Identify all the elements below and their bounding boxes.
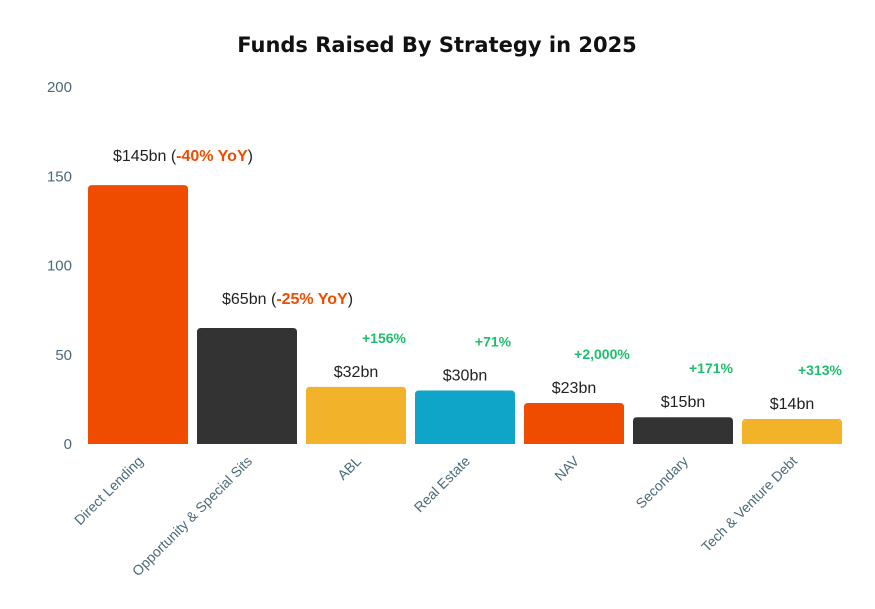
value-label: $32bn	[334, 364, 379, 381]
y-tick-label: 0	[64, 436, 72, 453]
paren-close: )	[348, 291, 353, 308]
chart-title: Funds Raised By Strategy in 2025	[237, 33, 637, 57]
bar	[306, 386, 406, 444]
value-amount: $65bn	[222, 291, 267, 308]
x-tick-label: Direct Lending	[71, 453, 146, 528]
bar	[524, 402, 624, 444]
yoy-change: +313%	[798, 362, 843, 378]
bars	[88, 185, 842, 445]
x-tick-label: Real Estate	[411, 453, 474, 516]
y-axis: 0 50 100 150 200	[47, 79, 72, 453]
value-amount: $145bn	[113, 148, 166, 165]
value-labels: $145bn (-40% YoY)$65bn (-25% YoY)$32bn+1…	[113, 148, 843, 413]
yoy-change: +71%	[475, 333, 512, 349]
value-label: $30bn	[443, 367, 488, 384]
paren-close: )	[248, 148, 253, 165]
x-tick-label: ABL	[334, 453, 364, 483]
x-tick-label: Secondary	[632, 453, 691, 512]
value-label: $14bn	[770, 396, 815, 413]
bar	[197, 327, 297, 444]
bar	[88, 185, 188, 445]
value-label: $145bn (-40% YoY)	[113, 148, 253, 165]
x-tick-label: NAV	[551, 452, 582, 483]
yoy-change: +156%	[362, 330, 407, 346]
yoy-change: +2,000%	[574, 346, 630, 362]
x-tick-label: Tech & Venture Debt	[698, 453, 800, 555]
y-tick-label: 50	[55, 347, 72, 364]
paren-open: (	[166, 148, 176, 165]
bar	[415, 390, 515, 444]
y-tick-label: 150	[47, 168, 72, 185]
x-tick-label: Opportunity & Special Sits	[129, 453, 255, 579]
yoy-change: -25% YoY	[276, 291, 348, 308]
y-tick-label: 100	[47, 258, 72, 275]
value-label: $15bn	[661, 394, 706, 411]
bar	[633, 417, 733, 444]
y-tick-label: 200	[47, 79, 72, 96]
paren-open: (	[267, 291, 277, 308]
yoy-change: -40% YoY	[176, 148, 248, 165]
bar	[742, 419, 842, 444]
yoy-change: +171%	[689, 360, 734, 376]
value-label: $65bn (-25% YoY)	[222, 291, 353, 308]
value-label: $23bn	[552, 380, 597, 397]
